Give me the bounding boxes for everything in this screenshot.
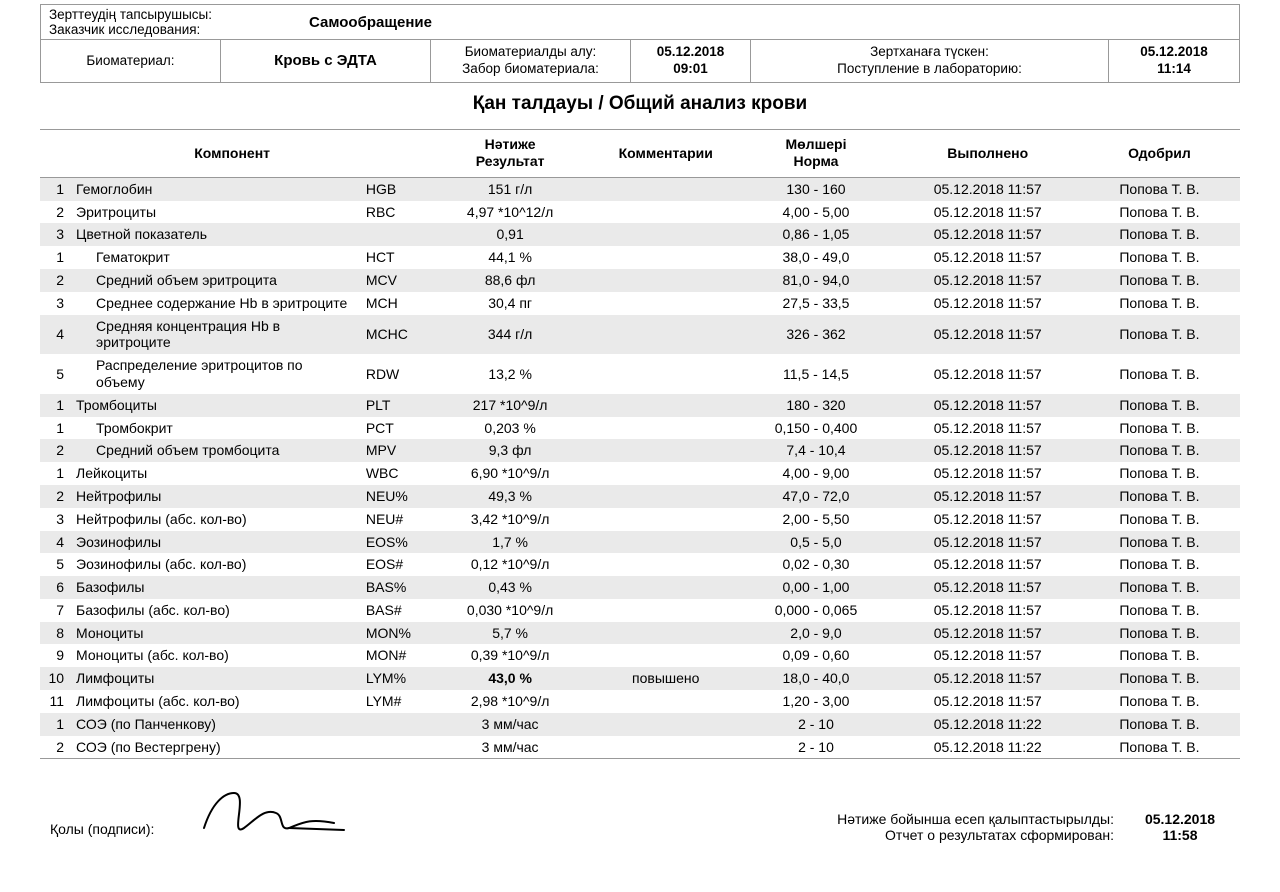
lab-label: Зертханаға түскен: Поступление в лаборат… — [751, 40, 1109, 82]
lab-label-ru: Поступление в лабораторию: — [837, 61, 1022, 78]
results-table: Компонент Нәтиже Результат Комментарии М… — [40, 129, 1240, 760]
table-row: 5Распределение эритроцитов по объемуRDW1… — [40, 354, 1240, 394]
table-row: 4Средняя концентрация Hb в эритроцитеMCH… — [40, 315, 1240, 355]
report-title: Қан талдауы / Общий анализ крови — [40, 93, 1240, 115]
signature-icon — [194, 783, 354, 843]
lab-time: 11:14 — [1157, 61, 1191, 78]
report-label-ru: Отчет о результатах сформирован: — [885, 827, 1114, 843]
table-row: 11Лимфоциты (абс. кол-во)LYM#2,98 *10^9/… — [40, 690, 1240, 713]
lab-value: 05.12.2018 11:14 — [1109, 40, 1239, 82]
requester-label-kk: Зерттеудің тапсырушысы: — [49, 7, 309, 22]
requester-value: Самообращение — [309, 14, 432, 31]
table-row: 2ЭритроцитыRBC4,97 *10^12/л4,00 - 5,0005… — [40, 201, 1240, 224]
signature-label: Қолы (подписи): — [50, 821, 154, 837]
table-row: 10ЛимфоцитыLYM%43,0 %повышено18,0 - 40,0… — [40, 667, 1240, 690]
signature-block: Қолы (подписи): — [50, 783, 354, 843]
table-row: 7Базофилы (абс. кол-во)BAS#0,030 *10^9/л… — [40, 599, 1240, 622]
collection-time: 09:01 — [673, 61, 708, 78]
collection-value: 05.12.2018 09:01 — [631, 40, 751, 82]
collection-label-kk: Биоматериалды алу: — [465, 44, 597, 61]
header-meta-row: Биоматериал: Кровь с ЭДТА Биоматериалды … — [41, 40, 1239, 82]
table-row: 4ЭозинофилыEOS%1,7 %0,5 - 5,005.12.2018 … — [40, 531, 1240, 554]
col-comment: Комментарии — [596, 129, 736, 177]
table-row: 1СОЭ (по Панченкову)3 мм/час2 - 1005.12.… — [40, 713, 1240, 736]
table-row: 6БазофилыBAS%0,43 %0,00 - 1,0005.12.2018… — [40, 576, 1240, 599]
report-time: 11:58 — [1130, 827, 1230, 843]
table-row: 2НейтрофилыNEU%49,3 %47,0 - 72,005.12.20… — [40, 485, 1240, 508]
table-row: 2Средний объем эритроцитаMCV88,6 фл81,0 … — [40, 269, 1240, 292]
collection-label-ru: Забор биоматериала: — [462, 61, 599, 78]
header-box: Зерттеудің тапсырушысы: Заказчик исследо… — [40, 4, 1240, 83]
table-row: 3Цветной показатель0,910,86 - 1,0505.12.… — [40, 223, 1240, 246]
table-row: 9Моноциты (абс. кол-во)MON#0,39 *10^9/л0… — [40, 644, 1240, 667]
biomaterial-label: Биоматериал: — [41, 40, 221, 82]
col-approved: Одобрил — [1079, 129, 1240, 177]
collection-label: Биоматериалды алу: Забор биоматериала: — [431, 40, 631, 82]
table-row: 2Средний объем тромбоцитаMPV9,3 фл7,4 - … — [40, 439, 1240, 462]
table-row: 1ТромбокритPCT0,203 %0,150 - 0,40005.12.… — [40, 417, 1240, 440]
collection-date: 05.12.2018 — [657, 44, 725, 61]
table-row: 3Среднее содержание Hb в эритроцитеMCH30… — [40, 292, 1240, 315]
table-row: 8МоноцитыMON%5,7 %2,0 - 9,005.12.2018 11… — [40, 622, 1240, 645]
report-date: 05.12.2018 — [1130, 811, 1230, 827]
col-done: Выполнено — [896, 129, 1078, 177]
lab-label-kk: Зертханаға түскен: — [870, 44, 989, 61]
table-row: 1ТромбоцитыPLT217 *10^9/л180 - 32005.12.… — [40, 394, 1240, 417]
col-result: Нәтиже Результат — [424, 129, 596, 177]
biomaterial-value: Кровь с ЭДТА — [221, 40, 431, 82]
table-row: 5Эозинофилы (абс. кол-во)EOS#0,12 *10^9/… — [40, 553, 1240, 576]
lab-date: 05.12.2018 — [1140, 44, 1208, 61]
table-row: 1ГемоглобинHGB151 г/л130 - 16005.12.2018… — [40, 177, 1240, 200]
header-requester-row: Зерттеудің тапсырушысы: Заказчик исследо… — [41, 5, 1239, 40]
col-range: Мөлшері Норма — [735, 129, 896, 177]
table-header-row: Компонент Нәтиже Результат Комментарии М… — [40, 129, 1240, 177]
table-row: 2СОЭ (по Вестергрену)3 мм/час2 - 1005.12… — [40, 736, 1240, 759]
table-row: 1ГематокритHCT44,1 %38,0 - 49,005.12.201… — [40, 246, 1240, 269]
report-meta: Нәтиже бойынша есеп қалыптастырылды: 05.… — [837, 811, 1230, 843]
col-component: Компонент — [40, 129, 424, 177]
report-label-kk: Нәтиже бойынша есеп қалыптастырылды: — [837, 811, 1114, 827]
requester-label-ru: Заказчик исследования: — [49, 22, 309, 37]
requester-labels: Зерттеудің тапсырушысы: Заказчик исследо… — [49, 7, 309, 37]
table-row: 1ЛейкоцитыWBC6,90 *10^9/л4,00 - 9,0005.1… — [40, 462, 1240, 485]
footer: Қолы (подписи): Нәтиже бойынша есеп қалы… — [40, 783, 1240, 843]
table-row: 3Нейтрофилы (абс. кол-во)NEU#3,42 *10^9/… — [40, 508, 1240, 531]
